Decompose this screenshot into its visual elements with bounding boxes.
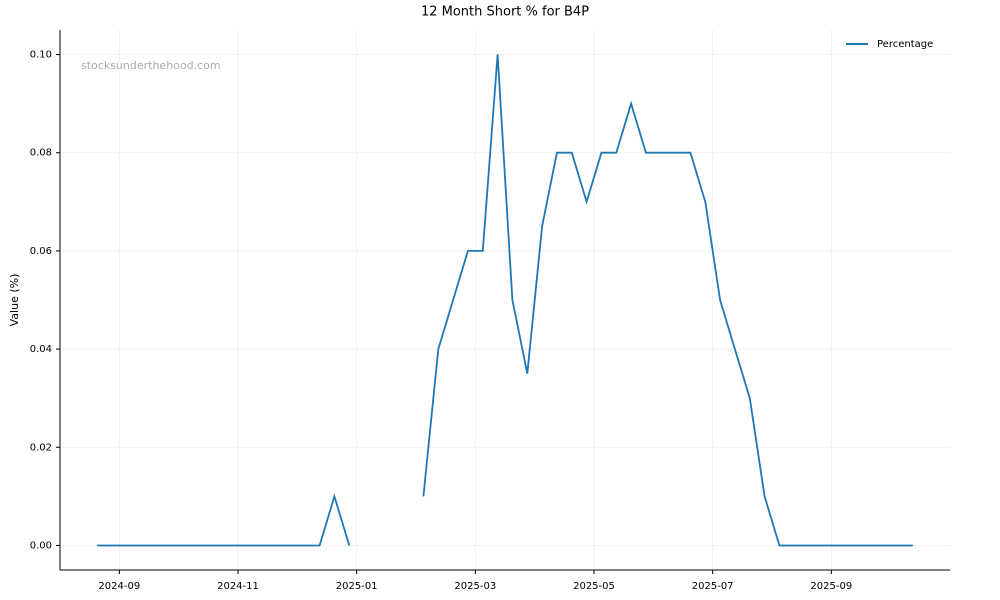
y-tick-label: 0.10 [30,50,52,61]
y-tick-label: 0.08 [30,148,52,159]
y-tick-label: 0.06 [30,246,52,257]
legend-label: Percentage [877,39,933,50]
y-tick-label: 0.00 [30,540,52,551]
x-tick-label: 2025-01 [336,581,378,592]
x-tick-label: 2024-09 [98,581,140,592]
x-tick-label: 2025-05 [573,581,615,592]
x-tick-label: 2025-07 [692,581,734,592]
data-line [97,54,913,547]
x-tick-label: 2025-03 [454,581,496,592]
y-tick-label: 0.02 [30,442,52,453]
y-tick-label: 0.04 [30,344,52,355]
x-tick-label: 2025-09 [810,581,852,592]
y-axis-label: Value (%) [8,274,21,327]
watermark: stocksunderthehood.com [81,59,221,72]
x-tick-label: 2024-11 [217,581,259,592]
chart-title: 12 Month Short % for B4P [421,5,589,20]
